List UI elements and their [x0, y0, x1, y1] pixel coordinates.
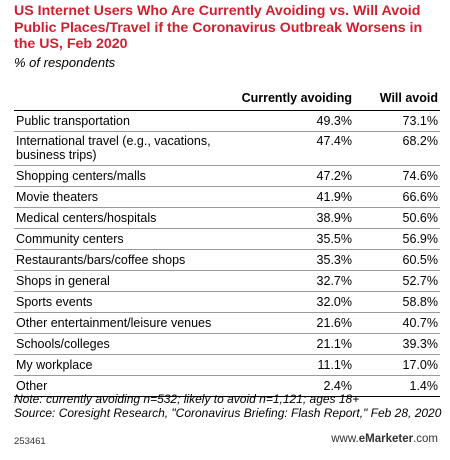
- brand-link[interactable]: www.eMarketer.com: [331, 433, 438, 445]
- chart-subtitle: % of respondents: [14, 55, 116, 70]
- cell-currently-avoiding: 35.5%: [316, 232, 352, 246]
- chart-id: 253461: [14, 436, 46, 447]
- cell-will-avoid: 74.6%: [402, 169, 438, 183]
- table-row: Schools/colleges 21.1% 39.3%: [14, 334, 440, 355]
- row-label: Other: [16, 379, 48, 393]
- brand-name: eMarketer: [358, 433, 414, 445]
- table-body: Public transportation 49.3% 73.1% Internati…: [14, 111, 440, 397]
- cell-will-avoid: 50.6%: [402, 211, 438, 225]
- table-row: My workplace 11.1% 17.0%: [14, 355, 440, 376]
- cell-will-avoid: 52.7%: [402, 274, 438, 288]
- cell-will-avoid: 1.4%: [409, 379, 439, 393]
- cell-currently-avoiding: 11.1%: [317, 358, 352, 372]
- cell-currently-avoiding: 38.9%: [316, 211, 352, 225]
- cell-currently-avoiding: 47.4%: [316, 134, 352, 148]
- cell-will-avoid: 56.9%: [402, 232, 438, 246]
- cell-will-avoid: 66.6%: [402, 190, 438, 204]
- cell-will-avoid: 73.1%: [402, 114, 438, 128]
- table-row: Movie theaters 41.9% 66.6%: [14, 187, 440, 208]
- cell-currently-avoiding: 41.9%: [316, 190, 352, 204]
- data-table: Currently avoiding Will avoid Public tra…: [14, 84, 440, 397]
- table-row: Community centers 35.5% 56.9%: [14, 229, 440, 250]
- cell-currently-avoiding: 47.2%: [316, 169, 352, 183]
- row-label: Medical centers/hospitals: [16, 211, 157, 225]
- cell-will-avoid: 17.0%: [402, 358, 438, 372]
- table-row: Medical centers/hospitals 38.9% 50.6%: [14, 208, 440, 229]
- cell-will-avoid: 58.8%: [402, 295, 438, 309]
- row-label: Community centers: [16, 232, 124, 246]
- table-row: Shopping centers/malls 47.2% 74.6%: [14, 166, 440, 187]
- cell-currently-avoiding: 32.7%: [316, 274, 352, 288]
- row-label: Schools/colleges: [16, 337, 110, 351]
- chart-title: US Internet Users Who Are Currently Avoi…: [14, 3, 423, 52]
- row-label: Public transportation: [16, 114, 130, 128]
- table-row: Other 2.4% 1.4%: [14, 376, 440, 397]
- cell-currently-avoiding: 35.3%: [316, 253, 352, 267]
- column-header-currently-avoiding: Currently avoiding: [241, 91, 352, 105]
- cell-will-avoid: 40.7%: [402, 316, 438, 330]
- table-row: Other entertainment/leisure venues 21.6% 4…: [14, 313, 440, 334]
- cell-currently-avoiding: 32.0%: [316, 295, 352, 309]
- row-label: Sports events: [16, 295, 93, 309]
- table-row: Restaurants/bars/coffee shops 35.3% 60.5%: [14, 250, 440, 271]
- table-row: Shops in general 32.7% 52.7%: [14, 271, 440, 292]
- brand-prefix: www.: [331, 433, 359, 445]
- cell-currently-avoiding: 21.1%: [316, 337, 352, 351]
- column-header-will-avoid: Will avoid: [379, 91, 438, 105]
- row-label: My workplace: [16, 358, 93, 372]
- source-text: Source: Coresight Research, "Coronavirus…: [14, 405, 442, 420]
- cell-will-avoid: 39.3%: [402, 337, 438, 351]
- cell-currently-avoiding: 49.3%: [316, 114, 352, 128]
- table-header: Currently avoiding Will avoid: [14, 84, 440, 111]
- cell-will-avoid: 68.2%: [402, 134, 438, 148]
- row-label: Restaurants/bars/coffee shops: [16, 253, 186, 267]
- row-label: Movie theaters: [16, 190, 98, 204]
- row-label: International travel (e.g., vacations, b…: [16, 134, 211, 162]
- table-row: Public transportation 49.3% 73.1%: [14, 111, 440, 132]
- row-label: Other entertainment/leisure venues: [16, 316, 212, 330]
- chart-note: Note: currently avoiding n=532; likely t…: [14, 392, 444, 420]
- brand-suffix: .com: [413, 433, 438, 445]
- table-row: International travel (e.g., vacations, b…: [14, 132, 440, 166]
- cell-will-avoid: 60.5%: [402, 253, 438, 267]
- row-label: Shops in general: [16, 274, 110, 288]
- cell-currently-avoiding: 2.4%: [323, 379, 353, 393]
- note-text: Note: currently avoiding n=532; likely t…: [14, 392, 360, 406]
- row-label: Shopping centers/malls: [16, 169, 146, 183]
- table-row: Sports events 32.0% 58.8%: [14, 292, 440, 313]
- cell-currently-avoiding: 21.6%: [316, 316, 352, 330]
